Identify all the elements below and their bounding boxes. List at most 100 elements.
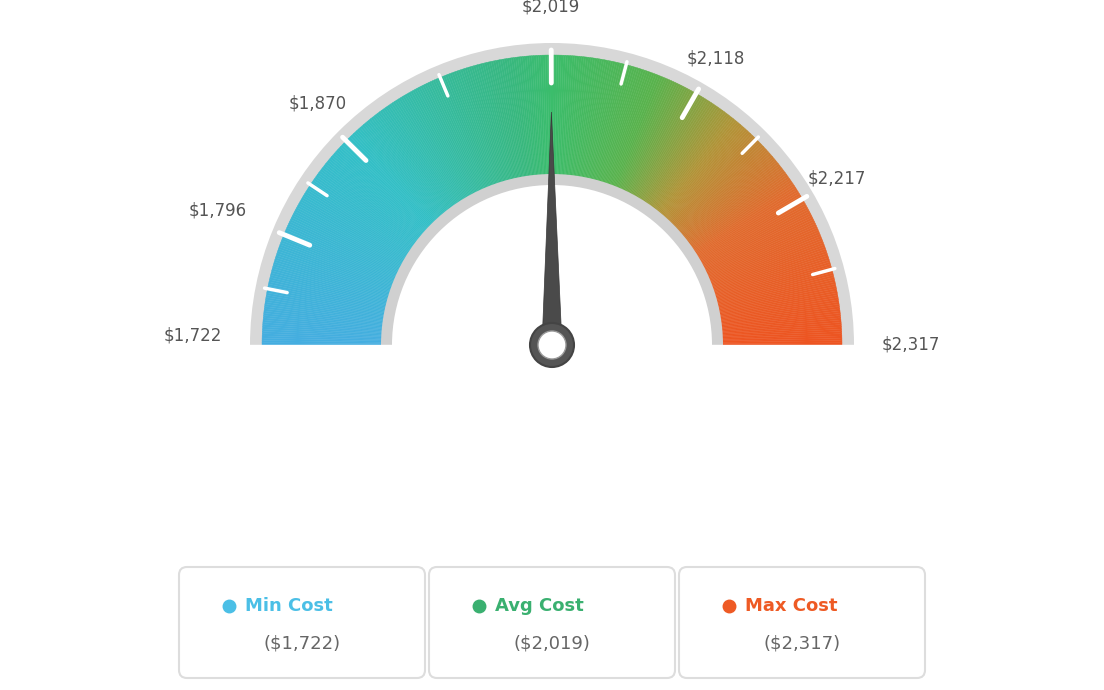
Wedge shape — [319, 171, 417, 245]
Wedge shape — [311, 182, 413, 252]
Wedge shape — [312, 180, 414, 250]
Wedge shape — [274, 259, 392, 297]
Wedge shape — [656, 117, 733, 214]
Wedge shape — [673, 145, 763, 230]
Wedge shape — [687, 172, 787, 246]
Wedge shape — [648, 106, 719, 208]
Wedge shape — [636, 95, 700, 200]
Wedge shape — [718, 295, 838, 317]
Wedge shape — [539, 55, 545, 177]
Wedge shape — [474, 66, 508, 184]
Wedge shape — [581, 59, 604, 179]
Wedge shape — [658, 120, 736, 215]
Wedge shape — [707, 230, 819, 279]
Wedge shape — [365, 121, 445, 217]
Wedge shape — [502, 59, 524, 179]
Wedge shape — [424, 83, 479, 194]
Wedge shape — [469, 66, 506, 184]
Wedge shape — [550, 55, 552, 177]
Wedge shape — [376, 113, 452, 211]
Wedge shape — [317, 172, 417, 246]
Wedge shape — [276, 253, 393, 293]
Wedge shape — [689, 177, 789, 248]
Wedge shape — [268, 282, 388, 310]
Wedge shape — [584, 60, 608, 180]
Polygon shape — [542, 112, 562, 345]
Wedge shape — [672, 144, 762, 229]
Wedge shape — [647, 105, 716, 207]
Wedge shape — [485, 63, 514, 181]
Wedge shape — [712, 257, 829, 295]
Wedge shape — [612, 74, 657, 188]
Wedge shape — [688, 175, 788, 247]
Wedge shape — [339, 146, 429, 231]
Wedge shape — [616, 77, 665, 190]
Wedge shape — [467, 67, 503, 184]
Wedge shape — [659, 121, 739, 217]
Wedge shape — [298, 204, 405, 264]
Wedge shape — [287, 226, 399, 277]
Wedge shape — [273, 266, 391, 301]
Wedge shape — [633, 91, 693, 199]
Wedge shape — [598, 66, 635, 184]
Wedge shape — [414, 89, 474, 197]
Wedge shape — [622, 81, 673, 193]
Wedge shape — [270, 275, 389, 306]
Wedge shape — [439, 77, 488, 190]
Wedge shape — [428, 81, 481, 193]
Wedge shape — [482, 63, 512, 182]
Wedge shape — [421, 86, 477, 195]
Wedge shape — [411, 91, 471, 199]
Wedge shape — [719, 304, 839, 323]
Wedge shape — [719, 317, 841, 331]
Wedge shape — [383, 108, 455, 208]
Wedge shape — [652, 113, 728, 211]
Wedge shape — [302, 195, 408, 259]
Wedge shape — [480, 63, 511, 182]
Wedge shape — [299, 201, 406, 263]
Wedge shape — [560, 55, 567, 177]
Wedge shape — [489, 61, 517, 181]
Wedge shape — [326, 162, 422, 240]
Wedge shape — [624, 83, 678, 194]
Wedge shape — [284, 232, 397, 281]
Wedge shape — [713, 262, 830, 298]
Wedge shape — [266, 293, 386, 316]
Wedge shape — [290, 217, 401, 273]
Wedge shape — [705, 226, 817, 277]
Wedge shape — [496, 60, 520, 180]
Wedge shape — [714, 273, 834, 304]
Wedge shape — [684, 167, 783, 243]
Wedge shape — [509, 58, 529, 179]
Wedge shape — [651, 112, 726, 210]
Wedge shape — [644, 101, 711, 204]
Wedge shape — [276, 255, 392, 295]
Wedge shape — [566, 56, 580, 178]
Wedge shape — [357, 129, 439, 221]
Wedge shape — [388, 105, 457, 207]
Wedge shape — [293, 213, 402, 270]
Wedge shape — [684, 166, 782, 242]
Wedge shape — [267, 286, 388, 312]
Text: Min Cost: Min Cost — [245, 598, 332, 615]
Wedge shape — [385, 106, 456, 208]
Wedge shape — [301, 197, 407, 261]
Text: $1,870: $1,870 — [288, 95, 347, 112]
Wedge shape — [322, 166, 420, 242]
Wedge shape — [391, 103, 459, 206]
Wedge shape — [443, 75, 490, 189]
Wedge shape — [679, 155, 773, 236]
Wedge shape — [719, 308, 840, 325]
Wedge shape — [575, 58, 595, 179]
Wedge shape — [671, 140, 758, 227]
Wedge shape — [412, 90, 473, 198]
Wedge shape — [343, 141, 433, 228]
Wedge shape — [634, 92, 696, 199]
Wedge shape — [349, 137, 435, 225]
Wedge shape — [593, 63, 624, 182]
Circle shape — [530, 323, 574, 367]
Wedge shape — [341, 145, 431, 230]
Wedge shape — [702, 213, 811, 270]
Wedge shape — [645, 103, 713, 206]
Wedge shape — [719, 315, 841, 329]
